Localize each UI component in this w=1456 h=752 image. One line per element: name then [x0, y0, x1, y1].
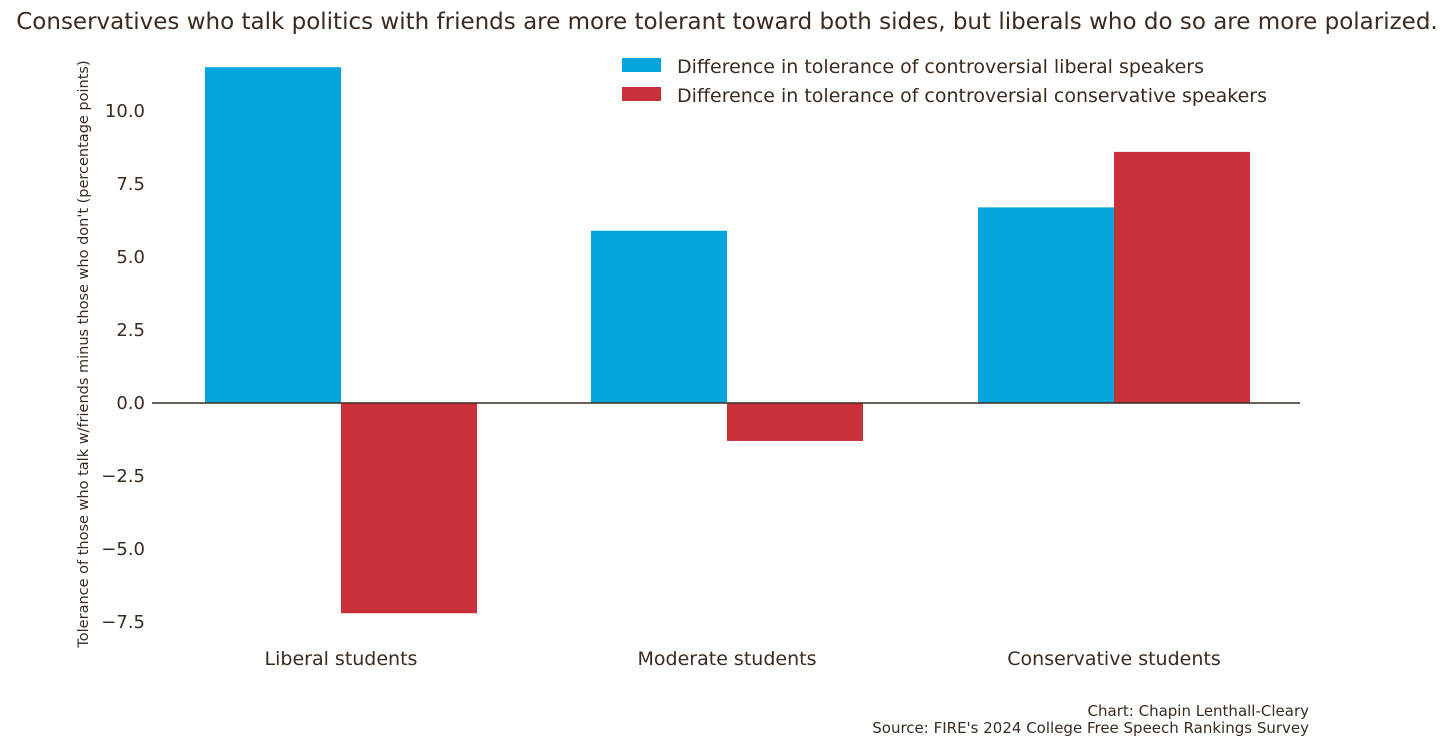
bar-liberal-speakers-1	[591, 230, 727, 403]
bar-conservative-speakers-0	[341, 403, 477, 614]
x-axis-labels: Liberal students Moderate students Conserv…	[265, 648, 1221, 670]
y-tick-label: 2.5	[116, 320, 145, 341]
y-axis-label: Tolerance of those who talk w/friends mi…	[76, 60, 92, 648]
y-tick-label: 5.0	[116, 247, 145, 268]
bar-liberal-speakers-2	[978, 207, 1114, 403]
legend-swatch-conservative-speakers	[622, 87, 661, 101]
chart-title: Conservatives who talk politics with fri…	[16, 9, 1438, 35]
bar-conservative-speakers-2	[1114, 151, 1250, 403]
y-tick-label: −2.5	[101, 466, 145, 487]
y-tick-label: −5.0	[101, 539, 145, 560]
y-tick-label: 7.5	[116, 174, 145, 195]
y-tick-label: −7.5	[101, 612, 145, 633]
legend: Difference in tolerance of controversial…	[622, 56, 1267, 107]
y-tick-label: 10.0	[105, 101, 145, 122]
y-axis-ticks: 10.0 7.5 5.0 2.5 0.0 −2.5 −5.0 −7.5	[101, 101, 145, 633]
bar-liberal-speakers-0	[205, 67, 341, 403]
x-category-label: Moderate students	[638, 648, 817, 670]
chart-credit: Chart: Chapin Lenthall-Cleary	[1088, 702, 1310, 720]
source-credit: Source: FIRE's 2024 College Free Speech …	[872, 719, 1309, 737]
x-category-label: Liberal students	[265, 648, 418, 670]
legend-label-conservative-speakers: Difference in tolerance of controversial…	[677, 85, 1267, 107]
bar-conservative-speakers-1	[727, 403, 863, 441]
legend-label-liberal-speakers: Difference in tolerance of controversial…	[677, 56, 1204, 78]
x-category-label: Conservative students	[1007, 648, 1220, 670]
bars	[205, 67, 1250, 614]
legend-swatch-liberal-speakers	[622, 58, 661, 72]
y-tick-label: 0.0	[116, 393, 145, 414]
